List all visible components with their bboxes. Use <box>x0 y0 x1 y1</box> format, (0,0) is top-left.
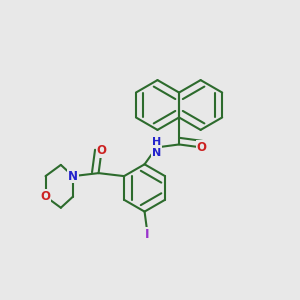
Text: N: N <box>68 169 78 183</box>
Text: I: I <box>145 228 150 241</box>
Text: O: O <box>97 144 106 157</box>
Text: O: O <box>40 190 50 203</box>
Text: O: O <box>196 141 207 154</box>
Text: H
N: H N <box>152 137 161 158</box>
